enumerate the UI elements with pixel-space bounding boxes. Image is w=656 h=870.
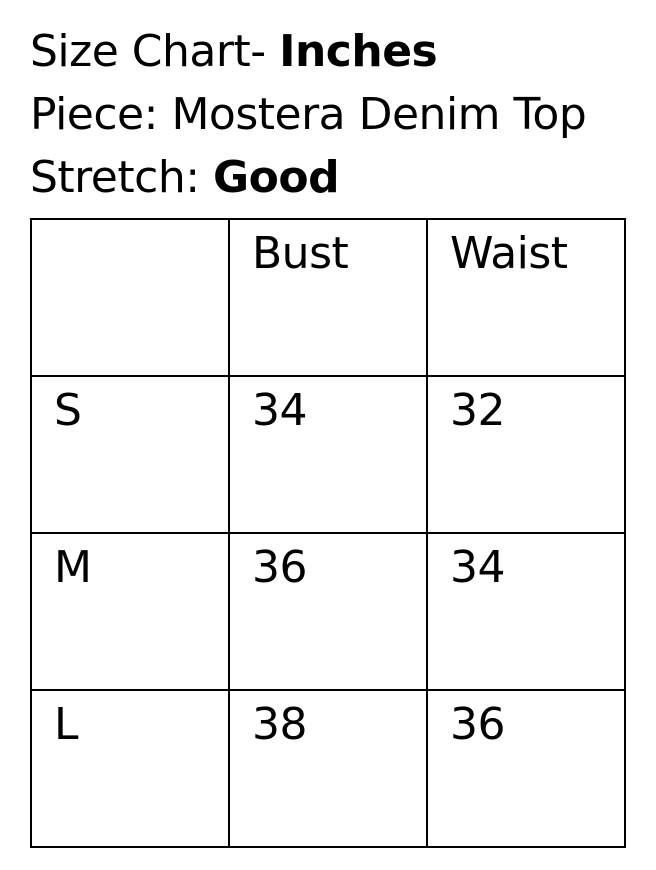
bust-value-cell: 34: [228, 375, 428, 534]
header-cell-waist: Waist: [426, 218, 626, 377]
piece-value: Mostera Denim Top: [171, 89, 587, 140]
stretch-label: Stretch:: [30, 152, 214, 203]
title-text: Size Chart-: [30, 26, 280, 77]
waist-value-cell: 32: [426, 375, 626, 534]
waist-value-cell: 36: [426, 689, 626, 848]
size-table-head: Bust Waist: [30, 218, 626, 377]
table-header-row: Bust Waist: [30, 218, 626, 377]
size-table-body: S 34 32 M 36 34 L 38 36: [30, 375, 626, 848]
table-row-l: L 38 36: [30, 689, 626, 848]
size-label-cell: L: [30, 689, 230, 848]
bust-value-cell: 36: [228, 532, 428, 691]
piece-line: Piece: Mostera Denim Top: [30, 83, 656, 146]
size-label-cell: M: [30, 532, 230, 691]
title-line: Size Chart- Inches: [30, 20, 656, 83]
title-unit: Inches: [279, 26, 438, 77]
table-row-s: S 34 32: [30, 375, 626, 534]
heading-block: Size Chart- Inches Piece: Mostera Denim …: [30, 20, 656, 209]
bust-value-cell: 38: [228, 689, 428, 848]
size-label-cell: S: [30, 375, 230, 534]
size-table: Bust Waist S 34 32 M 36 34 L 38 36: [30, 218, 626, 848]
waist-value-cell: 34: [426, 532, 626, 691]
stretch-value: Good: [213, 152, 340, 203]
header-cell-bust: Bust: [228, 218, 428, 377]
table-row-m: M 36 34: [30, 532, 626, 691]
size-chart-page: Size Chart- Inches Piece: Mostera Denim …: [30, 20, 656, 848]
stretch-line: Stretch: Good: [30, 146, 656, 209]
header-cell-size: [30, 218, 230, 377]
piece-label: Piece:: [30, 89, 172, 140]
